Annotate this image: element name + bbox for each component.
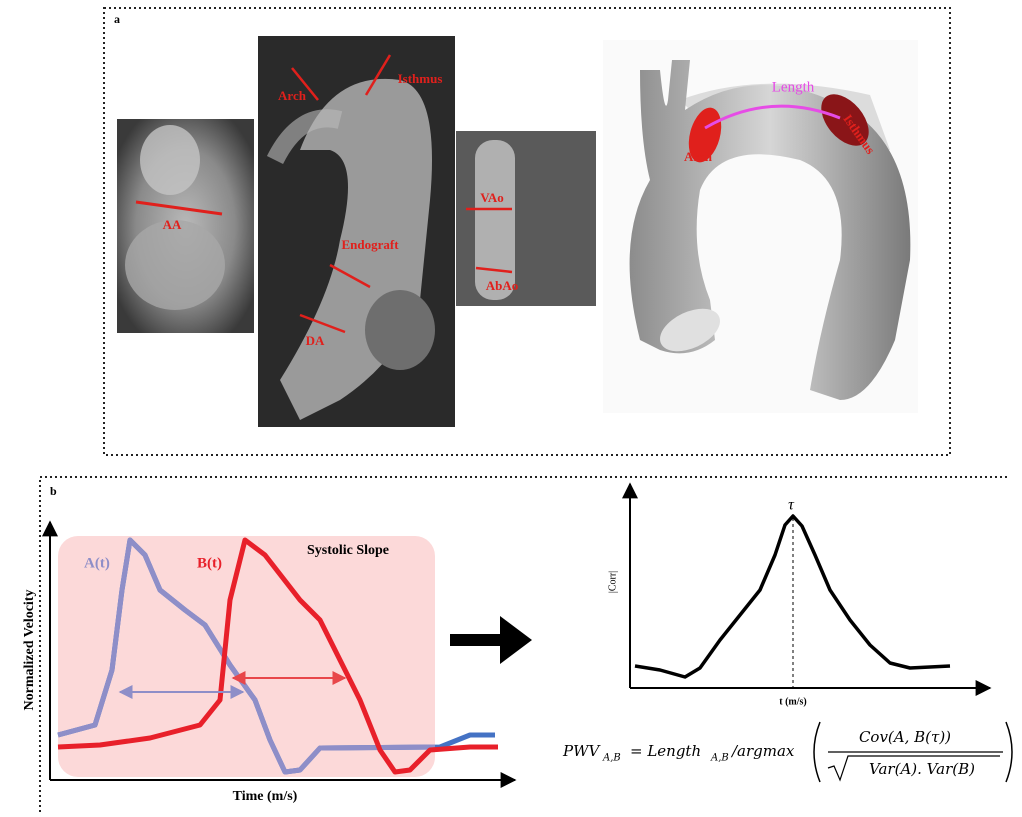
label-aa: AA [163,217,182,232]
peak-label: τ [788,497,795,514]
mri-aa: AA [117,119,254,333]
formula-numerator: Cov(A, B(τ)) [859,728,951,746]
x-axis-label: Time (m/s) [233,789,298,804]
aorta-model: Length Arch Isthmus [603,40,918,413]
big-arrow [450,616,532,664]
region-label: Systolic Slope [307,543,389,558]
label-vao: VAo [480,190,504,205]
label-arch: Arch [278,88,307,103]
mri-sagittal: Arch Isthmus Endograft DA [258,36,455,427]
label-endograft: Endograft [341,237,399,252]
label-length: Length [772,79,815,95]
y-axis-label: Normalized Velocity [22,590,37,711]
label-abao: AbAo [486,278,519,293]
formula-denominator: Var(A). Var(B) [869,760,975,778]
panel-b-frame [39,476,1010,812]
formula-argmax: /argmax [730,742,795,760]
panel-label: b [50,484,57,498]
formula-lhs: PWV [562,742,602,760]
y-axis-label: |Corr| [607,571,618,593]
series-b-label: B(t) [197,555,222,571]
x-axis-label: t (m/s) [779,696,807,707]
formula: PWV A,B = Length A,B /argmax Cov(A, B(τ)… [562,721,1013,783]
series-a-label: A(t) [84,555,110,571]
formula-length-sub: A,B [710,753,729,764]
mri-vao: VAo AbAo [456,131,596,306]
panel-a-frame [103,7,951,456]
label-da: DA [306,333,325,348]
velocity-plot: A(t) B(t) Systolic Slope Normalized Velo… [22,520,517,804]
formula-lhs-sub: A,B [602,753,621,764]
formula-length: = Length [630,742,701,760]
label-isthmus: Isthmus [398,71,443,86]
correlation-plot: τ |Corr| t (m/s) [607,482,992,707]
label-arch-model: Arch [684,149,713,164]
panel-label: a [114,12,120,26]
